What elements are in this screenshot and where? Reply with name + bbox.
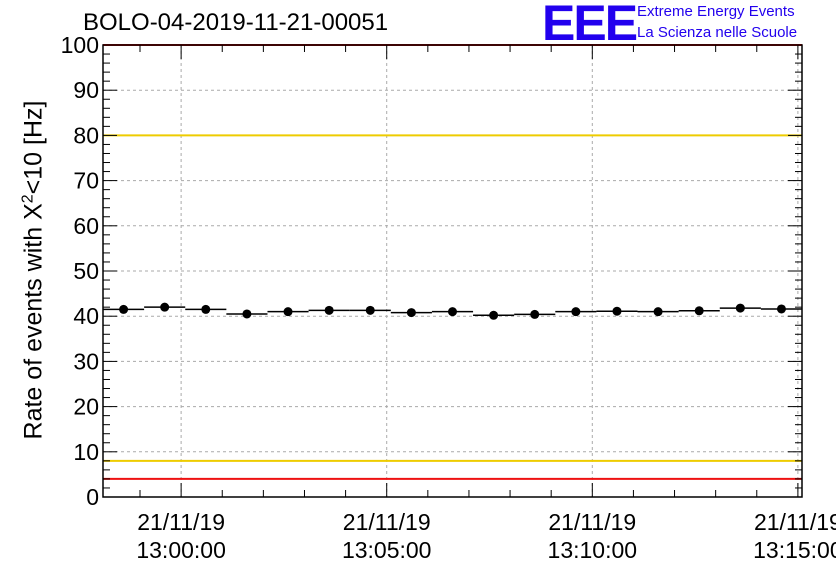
data-point	[242, 309, 252, 319]
data-point	[160, 302, 170, 312]
x-tick-time-label: 13:15:00	[753, 537, 836, 563]
y-tick-label: 30	[73, 348, 99, 374]
y-tick-label: 50	[73, 258, 99, 284]
data-point	[489, 310, 499, 320]
y-tick-label: 40	[73, 303, 99, 329]
data-point	[571, 307, 581, 317]
data-point	[694, 306, 704, 316]
y-tick-label: 70	[73, 168, 99, 194]
x-tick-date-label: 21/11/19	[137, 509, 225, 535]
data-point	[653, 307, 663, 317]
x-tick-time-label: 13:10:00	[548, 537, 638, 563]
data-point	[776, 304, 786, 314]
data-point	[530, 309, 540, 319]
data-point	[283, 307, 293, 317]
data-point	[365, 305, 375, 315]
logo-mark: EEE	[542, 0, 638, 51]
data-point	[612, 306, 622, 316]
data-point	[201, 304, 211, 314]
data-point	[406, 308, 416, 318]
x-tick-date-label: 21/11/19	[343, 509, 431, 535]
eee-logo: EEE Extreme Energy Events La Scienza nel…	[542, 0, 832, 51]
y-tick-label: 90	[73, 77, 99, 103]
chart-title: BOLO-04-2019-11-21-00051	[83, 9, 389, 36]
data-point	[448, 307, 457, 317]
y-tick-label: 80	[73, 122, 99, 148]
data-point	[119, 304, 129, 314]
y-tick-label: 10	[73, 439, 99, 465]
data-point	[735, 303, 745, 313]
data-point	[324, 305, 334, 315]
x-tick-date-label: 21/11/19	[548, 509, 636, 535]
y-tick-label: 100	[61, 32, 99, 58]
y-tick-label: 0	[86, 484, 99, 510]
y-tick-label: 20	[73, 394, 99, 420]
x-tick-date-label: 21/11/19	[754, 509, 836, 535]
x-tick-time-label: 13:05:00	[342, 537, 432, 563]
y-tick-label: 60	[73, 213, 99, 239]
x-tick-time-label: 13:00:00	[136, 537, 226, 563]
logo-line-1: Extreme Energy Events	[637, 3, 795, 20]
logo-line-2: La Scienza nelle Scuole	[637, 24, 798, 41]
